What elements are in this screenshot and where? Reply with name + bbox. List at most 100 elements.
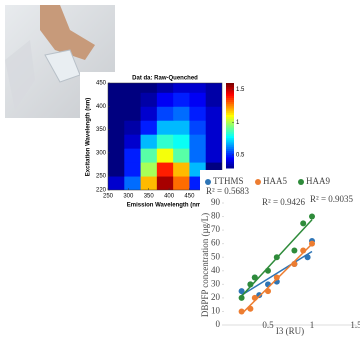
heatmap-cell xyxy=(205,106,222,121)
colorbar-segment xyxy=(226,146,234,150)
heatmap-cell xyxy=(124,176,142,190)
point xyxy=(304,254,311,261)
colorbar-segment xyxy=(226,91,234,95)
heatmap-cell xyxy=(124,134,142,149)
colorbar-segment xyxy=(226,119,234,122)
heatmap-cell xyxy=(124,106,142,121)
point xyxy=(265,288,271,295)
colorbar-segment xyxy=(226,140,234,143)
legend-label: TTHMS xyxy=(213,176,244,186)
colorbar-segment xyxy=(226,110,234,114)
colorbar-segment xyxy=(226,97,234,101)
heatmap-cell xyxy=(140,83,158,93)
x-tick-label: 0.5 xyxy=(262,320,274,330)
point xyxy=(273,254,280,261)
r-squared-label: R² = 0.9035 xyxy=(310,194,354,204)
heatmap-cell xyxy=(156,162,174,177)
colorbar-segment xyxy=(226,165,234,169)
colorbar-segment xyxy=(226,142,234,146)
heatmap-cell xyxy=(189,92,207,107)
y-tick-label: 20 xyxy=(211,292,221,302)
colorbar-segment xyxy=(226,117,234,120)
point xyxy=(273,274,280,281)
heatmap-cell xyxy=(156,176,174,190)
point xyxy=(265,267,271,274)
colorbar-segment xyxy=(226,134,234,137)
heatmap-cell xyxy=(173,120,190,135)
heatmap-cell xyxy=(140,120,158,135)
colorbar-segment xyxy=(226,89,234,92)
chart-title: Dat da: Raw-Quenched xyxy=(132,76,198,82)
heatmap-cell xyxy=(189,148,207,163)
colorbar-segment xyxy=(226,163,234,167)
point xyxy=(300,220,307,227)
y-tick-label: 50 xyxy=(211,251,221,261)
heatmap-cell xyxy=(140,176,158,190)
scatter-panel: I3 (RU) DBPFP concentration (µg/L) 0 10 20… xyxy=(200,170,360,338)
y-tick-label: 400 xyxy=(96,104,107,110)
colorbar-segment xyxy=(226,136,234,139)
y-tick-label: 10 xyxy=(211,306,221,316)
colorbar-segment xyxy=(226,157,234,160)
y-tick-label: 350 xyxy=(96,127,107,133)
y-tick-label: 90 xyxy=(211,197,221,207)
heatmap-cell xyxy=(156,134,174,149)
colorbar-segment xyxy=(226,112,234,116)
heatmap-cell xyxy=(205,120,222,135)
legend-marker xyxy=(205,179,211,185)
heatmap-cell xyxy=(205,148,222,163)
y-tick-label: 0 xyxy=(216,319,221,329)
colorbar-segment xyxy=(226,129,234,133)
heatmap-cell xyxy=(124,92,142,107)
legend-label: HAA5 xyxy=(263,176,287,186)
heatmap-cell xyxy=(124,120,142,135)
heatmap-cell xyxy=(108,83,125,93)
colorbar-tick-label: 1.5 xyxy=(236,87,245,93)
plot-frame xyxy=(107,82,223,191)
y-tick-label: 80 xyxy=(211,211,221,221)
colorbar-segment xyxy=(226,153,234,156)
heatmap-cell xyxy=(140,162,158,177)
y-tick-label: 250 xyxy=(96,174,107,180)
x-axis-title: I3 (RU) xyxy=(276,326,304,336)
r-squared-label: R² = 0.5683 xyxy=(206,186,250,196)
heatmap-cell xyxy=(205,134,222,149)
colorbar-segment xyxy=(226,121,234,124)
colorbar-segment xyxy=(226,131,234,135)
point xyxy=(238,288,245,295)
x-axis-title: Emission Wavelength (nm) xyxy=(127,203,203,209)
heatmap-cell xyxy=(173,162,190,177)
point xyxy=(238,308,245,315)
heatmap-cell xyxy=(205,83,222,93)
colorbar-segment xyxy=(226,87,234,90)
heatmap-cell xyxy=(108,134,125,149)
heatmap-cell xyxy=(124,83,142,93)
x-tick-label: 250 xyxy=(103,194,114,200)
y-tick-label: 220 xyxy=(96,188,107,194)
y-tick-label: 70 xyxy=(211,224,221,234)
colorbar-segment xyxy=(226,83,234,86)
heatmap-cell xyxy=(189,134,207,149)
x-tick-label: 450 xyxy=(184,194,195,200)
point xyxy=(247,305,254,312)
trendline xyxy=(241,250,313,296)
colorbar-segment xyxy=(226,123,234,126)
heatmap-cell xyxy=(189,83,207,93)
heatmap-cell xyxy=(140,134,158,149)
heatmap-cell xyxy=(108,120,125,135)
y-tick-label: 30 xyxy=(211,278,221,288)
heatmap-cell xyxy=(173,148,190,163)
x-tick-label: 1 xyxy=(310,320,315,330)
legend-label: HAA9 xyxy=(306,176,330,186)
heatmap-cell xyxy=(108,92,125,107)
colorbar-segment xyxy=(226,161,234,165)
heatmap-cell xyxy=(173,92,190,107)
heatmap-cell xyxy=(156,92,174,107)
colorbar-segment xyxy=(226,104,234,107)
heatmap-cell xyxy=(156,120,174,135)
point xyxy=(309,213,315,220)
point xyxy=(256,292,263,299)
y-axis-title: DBPFP concentration (µg/L) xyxy=(200,213,210,317)
heatmap-cell xyxy=(173,83,190,93)
heatmap-cell xyxy=(173,106,190,121)
